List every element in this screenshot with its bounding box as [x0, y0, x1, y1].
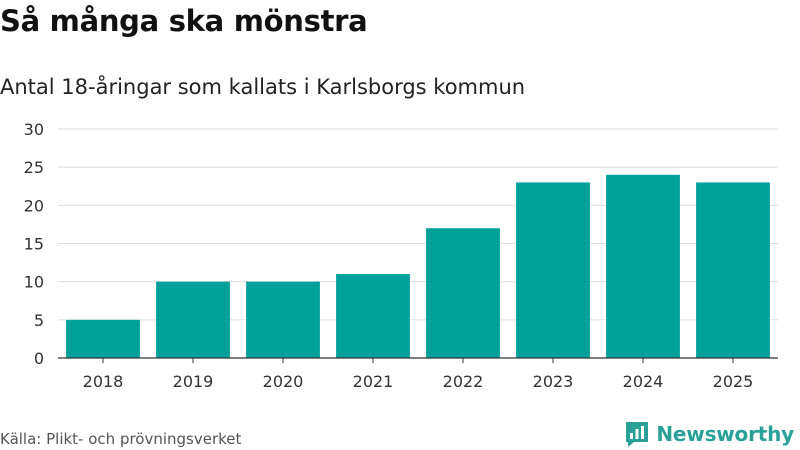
x-tick-label: 2025 [713, 372, 754, 391]
bars [66, 174, 770, 358]
source-note: Källa: Plikt- och prövningsverket [0, 430, 242, 448]
y-tick-label: 25 [24, 158, 44, 177]
y-tick-label: 0 [34, 349, 44, 368]
y-tick-label: 5 [34, 311, 44, 330]
bar-2018 [66, 319, 140, 358]
x-tick-label: 2020 [263, 372, 304, 391]
bar-2024 [606, 174, 680, 358]
bar-2021 [336, 274, 410, 358]
brand-logo: Newsworthy [624, 420, 794, 448]
x-tick-label: 2021 [353, 372, 394, 391]
bar-2025 [696, 182, 770, 358]
bar-2022 [426, 228, 500, 358]
x-tick-label: 2019 [173, 372, 214, 391]
chart-title: Så många ska mönstra [0, 4, 368, 38]
x-tick-label: 2022 [443, 372, 484, 391]
y-tick-label: 20 [24, 196, 44, 215]
y-tick-label: 30 [24, 120, 44, 139]
y-tick-label: 15 [24, 235, 44, 254]
newsworthy-logo-icon [626, 422, 649, 447]
bar-2023 [516, 182, 590, 358]
x-tick-label: 2023 [533, 372, 574, 391]
x-tick-label: 2024 [623, 372, 664, 391]
y-tick-label: 10 [24, 273, 44, 292]
bar-2020 [246, 281, 320, 358]
bar-2019 [156, 281, 230, 358]
x-tick-label: 2018 [83, 372, 124, 391]
chart-subtitle: Antal 18-åringar som kallats i Karlsborg… [0, 75, 526, 99]
brand-name: Newsworthy [656, 422, 794, 446]
